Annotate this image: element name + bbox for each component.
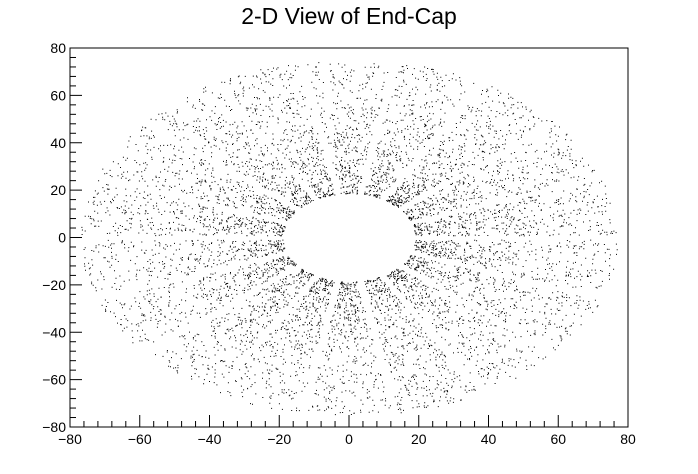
y-tick-label: 80 — [50, 40, 66, 56]
y-axis-ticks: 80 60 40 20 0 −20 −40 −60 −80 — [42, 40, 82, 435]
y-tick-label: −40 — [42, 324, 66, 340]
y-tick-label: −60 — [42, 372, 66, 388]
y-tick-label: 0 — [58, 230, 66, 246]
y-tick-label: 40 — [50, 135, 66, 151]
plot-frame — [69, 47, 629, 428]
x-tick-label: −60 — [128, 431, 152, 447]
y-tick-label: 20 — [50, 182, 66, 198]
x-tick-label: 20 — [411, 431, 427, 447]
x-tick-label: 60 — [550, 431, 566, 447]
x-tick-label: −20 — [267, 431, 291, 447]
x-tick-label: −80 — [58, 431, 82, 447]
y-tick-label: −20 — [42, 277, 66, 293]
x-tick-label: −40 — [198, 431, 222, 447]
scatter-points — [81, 62, 618, 416]
x-tick-label: 40 — [481, 431, 497, 447]
x-tick-label: 0 — [345, 431, 353, 447]
x-axis-ticks: −80 −60 −40 −20 0 20 40 60 80 — [58, 415, 636, 447]
y-tick-label: 60 — [50, 87, 66, 103]
y-tick-label: −80 — [42, 419, 66, 435]
chart-title: 2-D View of End-Cap — [241, 3, 457, 29]
scatter-point-cloud — [81, 62, 618, 416]
x-tick-label: 80 — [620, 431, 636, 447]
